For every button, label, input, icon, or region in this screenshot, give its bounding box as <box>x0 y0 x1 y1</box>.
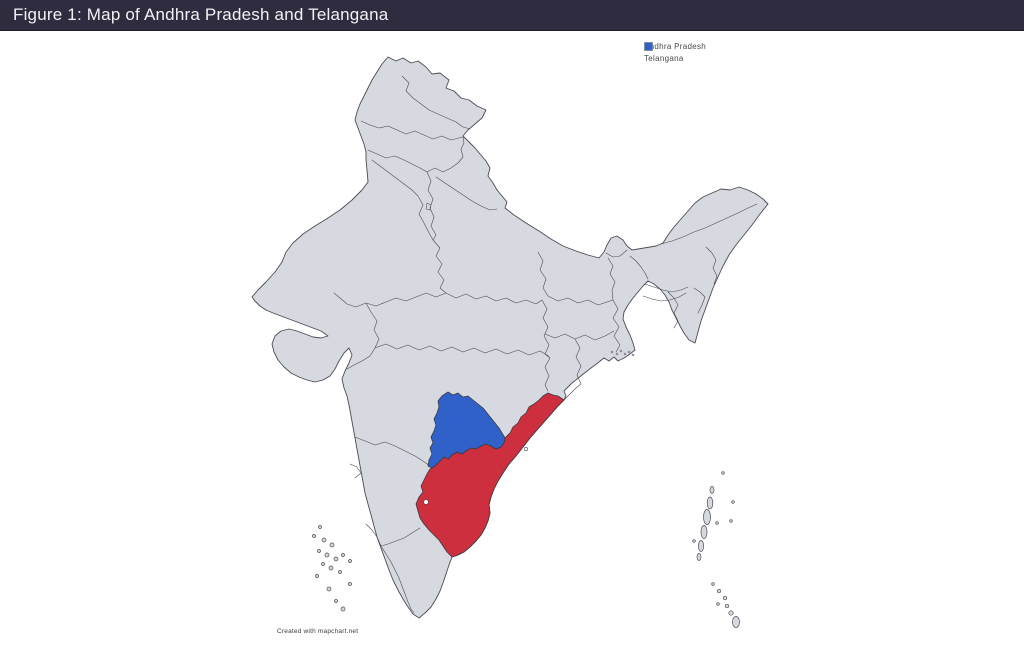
map-canvas: Andhra Pradesh Telangana Andhra Pradesh … <box>0 31 1024 658</box>
figure-title: Figure 1: Map of Andhra Pradesh and Tela… <box>13 5 389 24</box>
legend-label-telangana: Telangana <box>644 54 684 63</box>
legend-label-andhra-pradesh: Andhra Pradesh <box>644 42 707 51</box>
enclave-hole-yanam <box>523 446 528 451</box>
state-borders <box>333 75 758 614</box>
andhra-pradesh-shape <box>415 392 565 558</box>
india-map: Andhra Pradesh Telangana <box>251 56 769 628</box>
map-attribution: Created with mapchart.net <box>277 628 359 635</box>
andaman-nicobar-islands <box>692 471 740 628</box>
india-base <box>251 56 769 628</box>
legend-item-telangana: Telangana <box>644 42 706 63</box>
map-legend: Andhra Pradesh Telangana <box>644 42 706 63</box>
telangana-shape <box>427 391 506 469</box>
india-mainland-outline <box>251 56 769 619</box>
figure-title-bar: Figure 1: Map of Andhra Pradesh and Tela… <box>0 0 1024 31</box>
enclave-hole-inland <box>423 499 429 505</box>
lakshadweep-islands <box>312 525 352 612</box>
telangana-swatch <box>644 42 653 51</box>
telangana-region: Telangana <box>427 391 506 469</box>
legend-item-andhra-pradesh: Andhra Pradesh <box>644 42 706 51</box>
enclave-holes <box>423 446 528 505</box>
andhra-pradesh-region: Andhra Pradesh <box>415 392 565 558</box>
sundarbans-islets <box>610 349 635 357</box>
legend-swatch-rect <box>644 42 653 51</box>
